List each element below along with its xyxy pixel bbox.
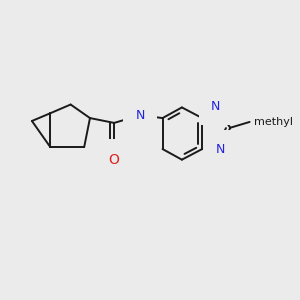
Text: methyl: methyl bbox=[254, 117, 293, 127]
Text: N: N bbox=[136, 109, 145, 122]
Text: H: H bbox=[208, 93, 216, 103]
Text: O: O bbox=[109, 153, 120, 167]
Text: N: N bbox=[211, 100, 220, 113]
Text: N: N bbox=[216, 142, 225, 155]
Text: H: H bbox=[133, 99, 140, 109]
